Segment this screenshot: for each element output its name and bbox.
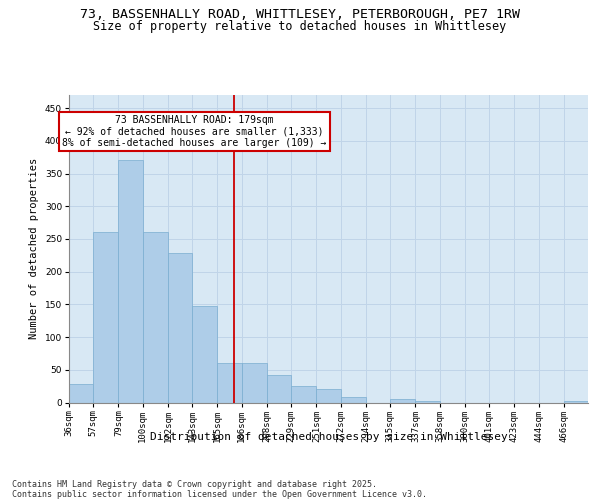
Bar xyxy=(69,384,93,402)
Bar xyxy=(93,232,118,402)
Y-axis label: Number of detached properties: Number of detached properties xyxy=(29,158,39,340)
Bar xyxy=(415,401,440,402)
Text: Contains HM Land Registry data © Crown copyright and database right 2025.
Contai: Contains HM Land Registry data © Crown c… xyxy=(12,480,427,499)
Bar xyxy=(341,398,366,402)
Text: 73 BASSENHALLY ROAD: 179sqm
← 92% of detached houses are smaller (1,333)
8% of s: 73 BASSENHALLY ROAD: 179sqm ← 92% of det… xyxy=(62,114,326,148)
Bar xyxy=(316,390,341,402)
Text: Size of property relative to detached houses in Whittlesey: Size of property relative to detached ho… xyxy=(94,20,506,33)
Bar xyxy=(118,160,143,402)
Bar xyxy=(564,401,588,402)
Bar xyxy=(242,363,267,403)
Bar xyxy=(291,386,316,402)
Bar xyxy=(168,254,192,402)
Bar xyxy=(267,375,291,402)
Bar xyxy=(143,232,168,402)
Text: 73, BASSENHALLY ROAD, WHITTLESEY, PETERBOROUGH, PE7 1RW: 73, BASSENHALLY ROAD, WHITTLESEY, PETERB… xyxy=(80,8,520,20)
Bar xyxy=(390,398,415,402)
Bar xyxy=(217,363,242,403)
Text: Distribution of detached houses by size in Whittlesey: Distribution of detached houses by size … xyxy=(150,432,508,442)
Bar xyxy=(192,306,217,402)
